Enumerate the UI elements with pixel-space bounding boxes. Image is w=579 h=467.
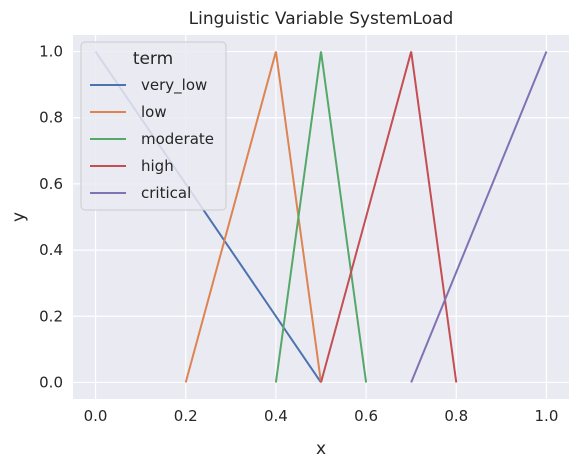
y-axis-label: y	[9, 212, 29, 222]
x-tick-label: 0.6	[354, 407, 378, 425]
y-tick-label: 0.2	[39, 307, 63, 325]
series-lines	[94, 50, 548, 384]
tick-labels: 0.0 0.2 0.4 0.6 0.8 1.0 0.0 0.2 0.4 0.6 0.8 1.0	[39, 43, 558, 425]
legend-label-critical: critical	[141, 184, 191, 202]
x-tick-label: 0.0	[84, 407, 108, 425]
grid	[73, 35, 569, 399]
chart-title: Linguistic Variable SystemLoad	[189, 9, 454, 29]
y-tick-label: 1.0	[39, 43, 63, 61]
y-tick-label: 0.6	[39, 175, 63, 193]
series-line-high	[320, 51, 458, 383]
x-tick-label: 0.8	[444, 407, 468, 425]
legend-title: term	[133, 49, 173, 69]
y-tick-label: 0.8	[39, 109, 63, 127]
legend-label-high: high	[141, 157, 174, 175]
legend-label-moderate: moderate	[141, 130, 214, 148]
legend-label-very-low: very_low	[141, 76, 207, 95]
x-tick-label: 0.4	[264, 407, 288, 425]
y-tick-label: 0.4	[39, 241, 63, 259]
y-tick-label: 0.0	[39, 373, 63, 391]
x-tick-label: 1.0	[535, 407, 559, 425]
x-axis-label: x	[316, 439, 326, 459]
x-tick-label: 0.2	[174, 407, 198, 425]
legend-label-low: low	[141, 103, 167, 121]
series-line-critical	[410, 51, 548, 383]
series-line-low	[184, 51, 322, 383]
